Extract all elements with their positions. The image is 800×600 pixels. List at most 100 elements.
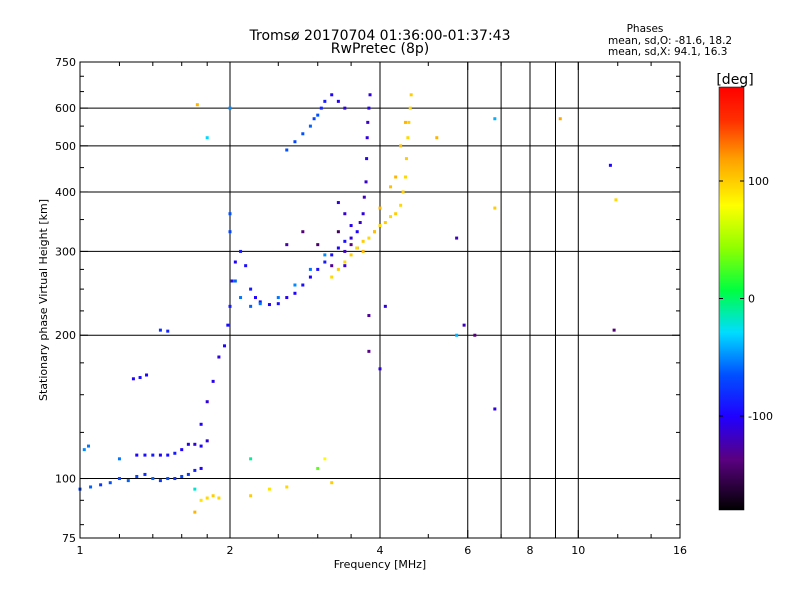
- data-point: [233, 279, 237, 283]
- data-point: [367, 236, 371, 240]
- y-axis-label: Stationary phase Virtual Height [km]: [37, 199, 50, 401]
- data-point: [389, 185, 393, 189]
- data-point: [383, 304, 387, 308]
- data-point: [228, 230, 232, 234]
- x-tick-label: 10: [571, 544, 585, 557]
- data-point: [614, 198, 618, 202]
- data-point: [138, 376, 142, 380]
- data-point: [195, 103, 199, 107]
- data-point: [366, 120, 370, 124]
- data-point: [205, 439, 209, 443]
- data-point: [409, 93, 413, 97]
- data-point: [193, 442, 197, 446]
- data-point: [394, 212, 398, 216]
- data-points: [78, 93, 618, 514]
- data-point: [558, 117, 562, 121]
- data-point: [249, 304, 253, 308]
- data-point: [404, 157, 408, 161]
- data-point: [343, 264, 347, 268]
- data-point: [99, 483, 103, 487]
- data-point: [389, 215, 393, 219]
- data-point: [608, 163, 612, 167]
- data-point: [193, 468, 197, 472]
- x-tick-label: 4: [377, 544, 384, 557]
- data-point: [186, 442, 190, 446]
- data-point: [355, 246, 359, 250]
- data-point: [301, 132, 305, 136]
- data-point: [349, 236, 353, 240]
- data-point: [349, 224, 353, 228]
- x-tick-label: 8: [527, 544, 534, 557]
- data-point: [383, 221, 387, 225]
- data-point: [135, 474, 139, 478]
- data-point: [406, 136, 410, 140]
- data-point: [316, 243, 320, 247]
- data-point: [323, 457, 327, 461]
- data-point: [151, 477, 155, 481]
- y-tick-label: 500: [55, 140, 76, 153]
- data-point: [330, 93, 334, 97]
- data-point: [226, 323, 230, 327]
- x-tick-label: 16: [673, 544, 687, 557]
- data-point: [193, 510, 197, 514]
- data-point: [358, 221, 362, 225]
- data-point: [435, 136, 439, 140]
- data-point: [117, 477, 121, 481]
- data-point: [173, 451, 177, 455]
- data-point: [293, 291, 297, 295]
- y-tick-label: 200: [55, 329, 76, 342]
- data-point: [228, 304, 232, 308]
- data-point: [205, 496, 209, 500]
- data-point: [228, 212, 232, 216]
- data-point: [399, 144, 403, 148]
- data-point: [343, 249, 347, 253]
- data-point: [378, 367, 382, 371]
- data-point: [249, 494, 253, 498]
- x-tick-label: 6: [464, 544, 471, 557]
- chart-subtitle: RwPretec (8p): [331, 41, 429, 57]
- data-point: [308, 267, 312, 271]
- data-point: [230, 279, 234, 283]
- data-point: [239, 296, 243, 300]
- data-point: [493, 117, 497, 121]
- data-point: [108, 481, 112, 485]
- data-point: [323, 99, 327, 103]
- colorbar-tick-label: 100: [748, 175, 769, 188]
- data-point: [211, 494, 215, 498]
- data-point: [330, 253, 334, 257]
- data-point: [368, 93, 372, 97]
- y-tick-label: 600: [55, 102, 76, 115]
- chart-title: Tromsø 20170704 01:36:00-01:37:43: [249, 28, 511, 44]
- data-point: [186, 472, 190, 476]
- data-point: [239, 249, 243, 253]
- data-point: [89, 485, 93, 489]
- data-point: [249, 287, 253, 291]
- data-point: [199, 444, 203, 448]
- data-point: [86, 444, 90, 448]
- data-point: [312, 117, 316, 121]
- data-point: [166, 477, 170, 481]
- data-point: [473, 333, 477, 337]
- data-point: [205, 136, 209, 140]
- data-point: [399, 203, 403, 207]
- data-point: [612, 328, 616, 332]
- data-point: [285, 485, 289, 489]
- data-point: [258, 302, 262, 306]
- data-point: [336, 267, 340, 271]
- x-axis-ticks: 1 2 4 6 8 10 16: [77, 62, 687, 557]
- data-point: [373, 230, 377, 234]
- grid-lines: [80, 62, 680, 538]
- data-point: [336, 99, 340, 103]
- data-point: [336, 246, 340, 250]
- data-point: [316, 466, 320, 470]
- colorbar-tick-label: 0: [748, 293, 755, 306]
- y-axis-ticks: 75 100 200 300 400 500 600 750: [55, 56, 680, 545]
- data-point: [378, 206, 382, 210]
- data-point: [365, 157, 369, 161]
- data-point: [253, 296, 257, 300]
- data-point: [285, 296, 289, 300]
- colorbar-ticks: 100 0 -100: [719, 175, 773, 423]
- data-point: [330, 275, 334, 279]
- data-point: [343, 212, 347, 216]
